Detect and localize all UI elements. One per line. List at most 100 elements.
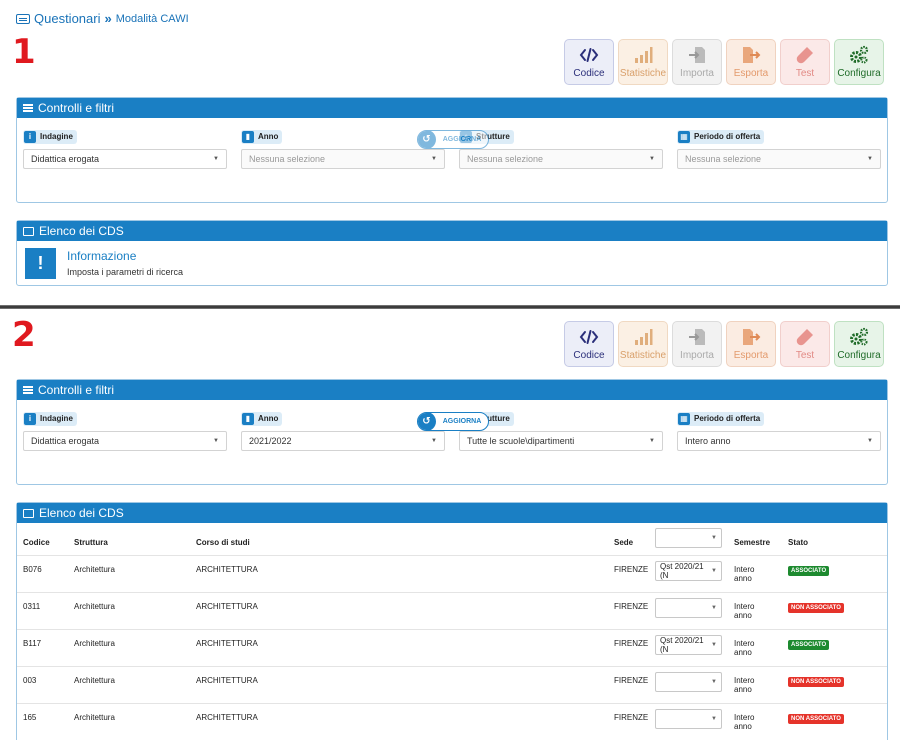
strutture-select[interactable]: Tutte le scuole\dipartimenti ▼: [459, 431, 663, 451]
statistiche-button[interactable]: Statistiche: [618, 39, 668, 85]
configura-label: Configura: [837, 350, 881, 361]
filter-anno: ▮ Anno 2021/2022 ▼: [241, 408, 445, 451]
import-icon: [689, 47, 705, 63]
chevron-down-icon: ▼: [649, 438, 655, 444]
chevron-down-icon: ▼: [213, 438, 219, 444]
codice-button[interactable]: Codice: [564, 321, 614, 367]
codice-button[interactable]: Codice: [564, 39, 614, 85]
questionario-select[interactable]: ▼: [655, 598, 722, 618]
col-semestre[interactable]: Semestre: [734, 538, 771, 547]
table-row: 003 Architettura ARCHITETTURA FIRENZE ▼ Inter…: [17, 666, 887, 703]
periodo-select[interactable]: Nessuna selezione ▼: [677, 149, 881, 169]
aggiorna-label: AGGIORNA: [442, 136, 482, 143]
table-row: B117 Architettura ARCHITETTURA FIRENZE Qst 2…: [17, 629, 887, 666]
filter-label-text: Periodo di offerta: [694, 414, 761, 423]
calendar-grid-icon: ▦: [678, 412, 690, 425]
periodo-value: Nessuna selezione: [685, 154, 762, 164]
info-box: ! Informazione Imposta i parametri di ri…: [17, 241, 887, 285]
statistiche-label: Statistiche: [619, 350, 667, 361]
semestre-line-1: Intero: [734, 676, 755, 685]
filters-panel-header: Controlli e filtri: [17, 380, 887, 400]
exclamation-icon: !: [25, 248, 56, 279]
filter-strutture: ⌂Strutture Tutte le scuole\dipartimenti▼: [459, 408, 663, 451]
configura-button[interactable]: Configura: [834, 39, 884, 85]
filter-label-text: Strutture: [476, 132, 510, 141]
anno-select[interactable]: 2021/2022 ▼: [241, 431, 445, 451]
importa-button[interactable]: Importa: [672, 39, 722, 85]
statistiche-button[interactable]: Statistiche: [618, 321, 668, 367]
questionario-select[interactable]: Qst 2020/21 (N ▼: [655, 635, 722, 655]
indagine-value: Didattica erogata: [31, 436, 100, 446]
esporta-button[interactable]: Esporta: [726, 321, 776, 367]
esporta-label: Esporta: [733, 350, 769, 361]
test-button[interactable]: Test: [780, 321, 830, 367]
breadcrumb-separator: »: [104, 11, 112, 26]
indagine-select[interactable]: Didattica erogata ▼: [23, 431, 227, 451]
importa-button[interactable]: Importa: [672, 321, 722, 367]
strutture-value: Tutte le scuole\dipartimenti: [467, 436, 575, 446]
anno-select[interactable]: Nessuna selezione ▼: [241, 149, 445, 169]
code-icon: [579, 330, 599, 344]
chevron-down-icon: ▼: [711, 605, 717, 611]
questionario-select[interactable]: Qst 2020/21 (N ▼: [655, 561, 722, 581]
filter-label-indagine: i Indagine: [23, 129, 77, 144]
semestre-line-2: anno: [734, 722, 752, 731]
codice-label: Codice: [573, 350, 605, 361]
cell-struttura: Architettura: [74, 676, 115, 685]
col-codice[interactable]: Codice: [23, 538, 50, 547]
configura-label: Configura: [837, 68, 881, 79]
cell-sede: FIRENZE: [614, 639, 649, 648]
chevron-down-icon: ▼: [711, 716, 717, 722]
strutture-select[interactable]: Nessuna selezione ▼: [459, 149, 663, 169]
menu-icon: [23, 386, 33, 394]
breadcrumb-current: Modalità CAWI: [115, 12, 189, 25]
chevron-down-icon: ▼: [431, 438, 437, 444]
export-icon: [743, 47, 761, 63]
table-row: B076 Architettura ARCHITETTURA FIRENZE Qst 2…: [17, 555, 887, 592]
filter-label-text: Anno: [258, 132, 279, 141]
filters-body: i Indagine Didattica erogata ▼ ▮ Anno Nessu…: [17, 118, 887, 202]
col-sede[interactable]: Sede: [614, 538, 634, 547]
esporta-button[interactable]: Esporta: [726, 39, 776, 85]
calendar-icon: ▮: [242, 412, 254, 425]
bar-chart-icon: [635, 329, 653, 345]
questionario-select[interactable]: ▼: [655, 709, 722, 729]
breadcrumb: Questionari » Modalità CAWI: [16, 11, 189, 26]
header-questionario-select[interactable]: ▼: [655, 528, 722, 548]
aggiorna-button[interactable]: ↺ AGGIORNA: [417, 130, 489, 149]
chevron-down-icon: ▼: [711, 535, 717, 541]
filter-label-periodo: ▦ Periodo di offerta: [677, 411, 765, 426]
cds-panel-title: Elenco dei CDS: [39, 224, 124, 238]
statistiche-label: Statistiche: [619, 68, 667, 79]
col-stato[interactable]: Stato: [788, 538, 808, 547]
cell-semestre: Intero anno: [734, 639, 754, 657]
cell-corso: ARCHITETTURA: [196, 676, 258, 685]
cell-stato: NON ASSOCIATO: [788, 676, 844, 687]
aggiorna-button[interactable]: ↺ AGGIORNA: [417, 412, 489, 431]
cds-panel-header: Elenco dei CDS: [17, 221, 887, 241]
questionario-select[interactable]: ▼: [655, 672, 722, 692]
col-struttura[interactable]: Struttura: [74, 538, 108, 547]
chevron-down-icon: ▼: [649, 156, 655, 162]
refresh-icon: ↺: [418, 413, 436, 430]
section-divider: [0, 305, 900, 309]
cell-semestre: Intero anno: [734, 565, 754, 583]
filter-periodo: ▦ Periodo di offerta Intero anno ▼: [677, 408, 881, 451]
indagine-select[interactable]: Didattica erogata ▼: [23, 149, 227, 169]
cell-codice: B117: [23, 639, 42, 648]
configura-button[interactable]: Configura: [834, 321, 884, 367]
filter-indagine: i Indagine Didattica erogata ▼: [23, 126, 227, 169]
periodo-select[interactable]: Intero anno ▼: [677, 431, 881, 451]
info-icon: i: [24, 130, 36, 143]
test-button[interactable]: Test: [780, 39, 830, 85]
import-icon: [689, 329, 705, 345]
filters-panel-title: Controlli e filtri: [38, 101, 115, 115]
filters-panel-title: Controlli e filtri: [38, 383, 115, 397]
refresh-icon: ↺: [418, 131, 436, 148]
semestre-line-2: anno: [734, 648, 752, 657]
calendar-grid-icon: ▦: [678, 130, 690, 143]
breadcrumb-questionari[interactable]: Questionari: [34, 11, 101, 26]
col-corso[interactable]: Corso di studi: [196, 538, 250, 547]
export-icon: [743, 329, 761, 345]
cds-list-panel-2: Elenco dei CDS Codice Struttura Corso di…: [16, 502, 888, 740]
